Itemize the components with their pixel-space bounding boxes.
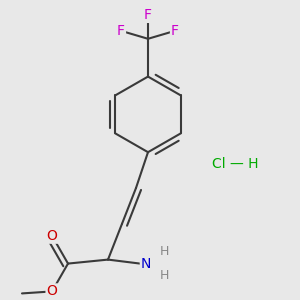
Text: O: O (46, 284, 57, 298)
Text: O: O (46, 229, 57, 243)
Text: F: F (117, 24, 125, 38)
Text: F: F (171, 24, 179, 38)
Text: F: F (144, 8, 152, 22)
Text: H: H (159, 245, 169, 258)
Text: N: N (141, 256, 151, 271)
Text: H: H (159, 269, 169, 282)
Text: Cl — H: Cl — H (212, 157, 258, 171)
